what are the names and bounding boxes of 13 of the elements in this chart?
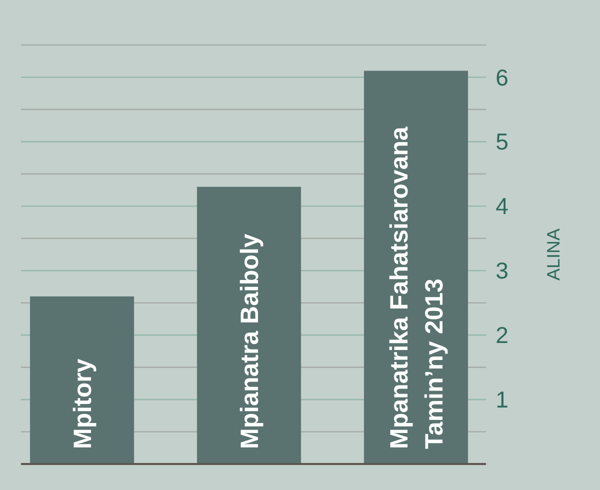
bar	[196, 186, 302, 464]
y-tick-label: 6	[496, 64, 508, 90]
x-tick-label: Mpitory	[69, 358, 98, 449]
bar	[364, 70, 468, 464]
bar	[30, 296, 134, 464]
y-axis-title: ALINA	[543, 228, 564, 281]
y-tick-label: 2	[496, 322, 508, 348]
y-tick-label: 3	[496, 258, 508, 284]
x-tick-label: Mpanatrika Fahatsiarovana Tamin’ny 2013	[385, 126, 448, 449]
y-tick-label: 4	[496, 193, 509, 220]
y-tick-label: 1	[496, 386, 508, 413]
x-tick-label: Mpianatra Baiboly	[236, 234, 264, 449]
y-tick-label: 5	[496, 128, 508, 155]
